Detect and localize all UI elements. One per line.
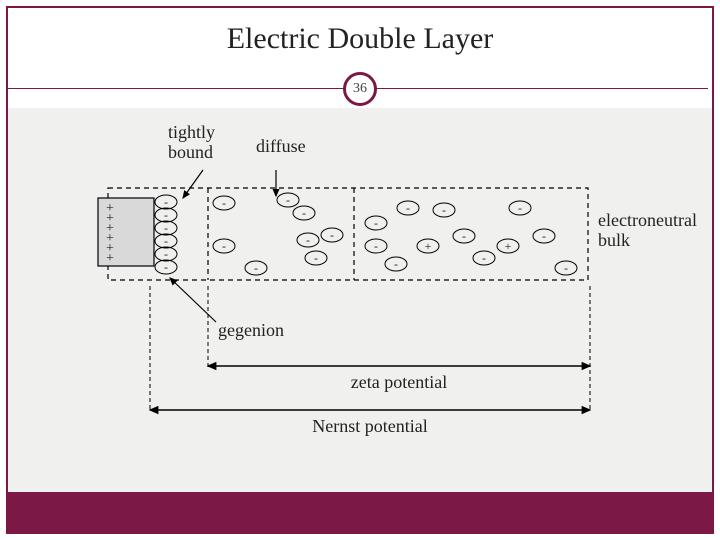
svg-text:-: - (164, 260, 168, 274)
label-zeta: zeta potential (351, 372, 447, 392)
svg-text:-: - (542, 229, 546, 243)
diffuse-ion: - (245, 261, 267, 275)
diffuse-ion: - (297, 233, 319, 247)
label-nernst: Nernst potential (312, 416, 427, 436)
bulk-ion: - (365, 216, 387, 230)
diffuse-ion: - (213, 239, 235, 253)
svg-text:-: - (394, 257, 398, 271)
svg-text:-: - (462, 229, 466, 243)
label-gegenion: gegenion (218, 320, 284, 340)
bulk-ion: + (417, 239, 439, 253)
svg-text:-: - (374, 216, 378, 230)
bulk-ion: - (385, 257, 407, 271)
bulk-ion: - (509, 201, 531, 215)
svg-text:-: - (482, 251, 486, 265)
bulk-ion: - (365, 239, 387, 253)
bound-ion: - (155, 260, 177, 274)
svg-text:-: - (442, 203, 446, 217)
label-electroneutral-bulk: electroneutralbulk (598, 210, 697, 250)
diffuse-ion: - (305, 251, 327, 265)
diagram-svg: ++++++------------------------++tightlyb… (8, 108, 712, 492)
svg-text:-: - (306, 233, 310, 247)
diffuse-ion: - (321, 228, 343, 242)
bulk-ion: - (397, 201, 419, 215)
svg-text:-: - (164, 221, 168, 235)
bound-ion: - (155, 234, 177, 248)
svg-text:-: - (164, 195, 168, 209)
svg-text:-: - (286, 193, 290, 207)
arrow-tightly (183, 170, 203, 198)
bound-ion: - (155, 247, 177, 261)
bound-ion: - (155, 221, 177, 235)
arrow-gegenion (170, 278, 216, 322)
svg-text:-: - (254, 261, 258, 275)
page-title: Electric Double Layer (0, 22, 720, 56)
svg-text:-: - (518, 201, 522, 215)
bulk-ion: + (497, 239, 519, 253)
slide-number: 36 (353, 81, 367, 97)
svg-text:-: - (222, 196, 226, 210)
bound-ion: - (155, 208, 177, 222)
footer-bar (8, 492, 712, 532)
diffuse-ion: - (293, 206, 315, 220)
label-diffuse: diffuse (256, 136, 306, 156)
svg-text:-: - (330, 228, 334, 242)
svg-text:-: - (564, 261, 568, 275)
slide-number-badge: 36 (343, 72, 377, 106)
diffuse-ion: - (277, 193, 299, 207)
svg-text:-: - (374, 239, 378, 253)
svg-text:-: - (222, 239, 226, 253)
svg-text:-: - (164, 234, 168, 248)
svg-text:-: - (164, 247, 168, 261)
svg-text:-: - (314, 251, 318, 265)
svg-text:-: - (164, 208, 168, 222)
label-tightly-bound: tightlybound (168, 122, 215, 162)
svg-text:-: - (302, 206, 306, 220)
diffuse-ion: - (213, 196, 235, 210)
bulk-ion: - (555, 261, 577, 275)
svg-text:+: + (505, 239, 512, 253)
bulk-ion: - (473, 251, 495, 265)
svg-text:+: + (425, 239, 432, 253)
bulk-ion: - (453, 229, 475, 243)
surface-charge: + (106, 251, 114, 266)
bulk-ion: - (533, 229, 555, 243)
bound-ion: - (155, 195, 177, 209)
bulk-ion: - (433, 203, 455, 217)
svg-text:-: - (406, 201, 410, 215)
